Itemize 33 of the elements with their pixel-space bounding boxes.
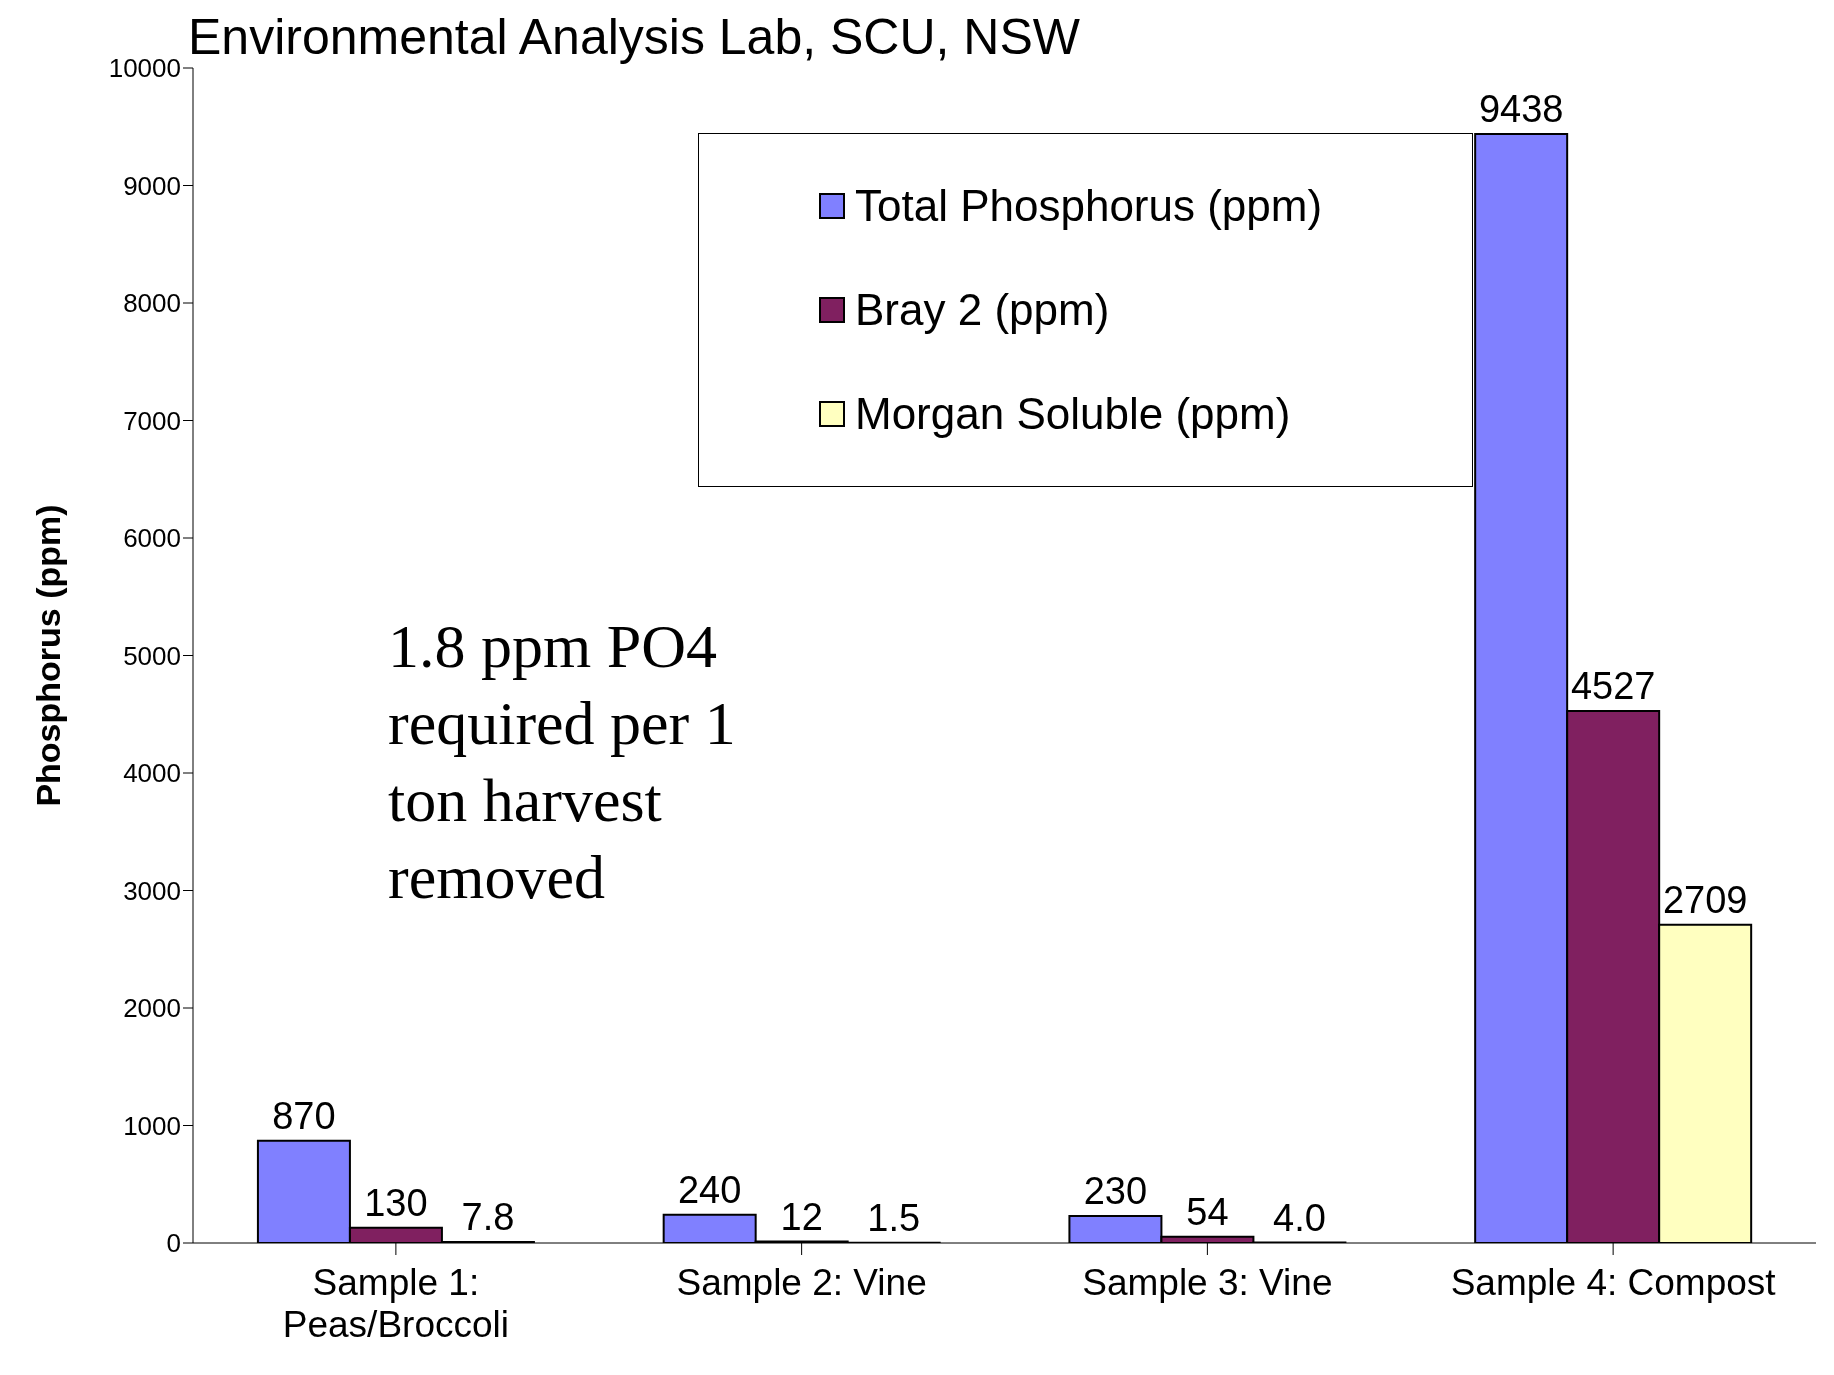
x-tick-label: Sample 3: Vine xyxy=(1082,1262,1333,1303)
data-label: 2709 xyxy=(1662,878,1748,921)
y-tick-label: 6000 xyxy=(123,523,181,554)
y-tick-label: 0 xyxy=(166,1228,181,1259)
y-tick-label: 8000 xyxy=(123,288,181,319)
data-label: 870 xyxy=(272,1094,336,1137)
data-label: 240 xyxy=(677,1168,742,1211)
data-label: 4.0 xyxy=(1273,1196,1326,1239)
legend-label: Bray 2 (ppm) xyxy=(854,284,1111,336)
chart-title: Environmental Analysis Lab, SCU, NSW xyxy=(188,8,1081,66)
y-tick-label: 1000 xyxy=(123,1110,181,1141)
legend-label: Morgan Soluble (ppm) xyxy=(854,388,1292,440)
data-label: 230 xyxy=(1083,1169,1148,1212)
data-label: 54 xyxy=(1186,1190,1229,1233)
x-tick-label: Sample 1: Peas/Broccoli xyxy=(282,1262,509,1345)
y-tick-label: 3000 xyxy=(123,875,181,906)
y-tick-label: 9000 xyxy=(123,170,181,201)
data-label: 1.5 xyxy=(867,1196,921,1239)
y-axis-title: Phosphorus (ppm) xyxy=(29,504,68,807)
legend-label: Total Phosphorus (ppm) xyxy=(854,180,1324,232)
y-tick-label: 7000 xyxy=(123,405,181,436)
data-label: 130 xyxy=(364,1181,428,1224)
x-tick-label: Sample 4: Compost xyxy=(1450,1262,1777,1303)
x-tick-label: Sample 2: Vine xyxy=(676,1262,927,1303)
y-tick-label: 10000 xyxy=(108,53,181,84)
data-label: 7.8 xyxy=(461,1196,515,1239)
annotation: 1.8 ppm PO4 required per 1 ton harvest removed xyxy=(388,611,737,913)
data-label: 12 xyxy=(780,1195,823,1238)
data-label: 4527 xyxy=(1570,665,1656,708)
y-tick-label: 5000 xyxy=(123,640,181,671)
y-tick-label: 4000 xyxy=(123,758,181,789)
data-label: 9438 xyxy=(1478,88,1564,131)
y-tick-label: 2000 xyxy=(123,993,181,1024)
